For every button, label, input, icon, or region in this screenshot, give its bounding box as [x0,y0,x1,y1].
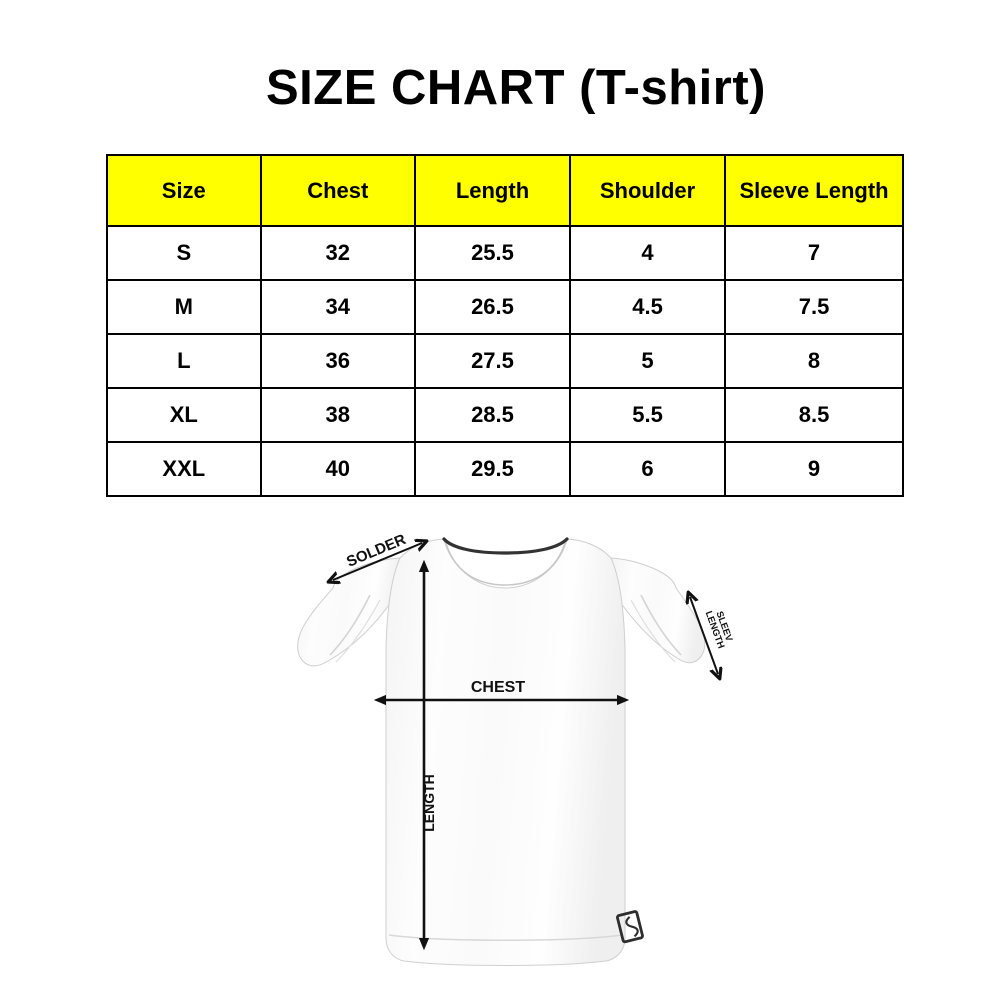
svg-text:LENGTH: LENGTH [421,774,437,832]
svg-text:CHEST: CHEST [471,679,525,696]
